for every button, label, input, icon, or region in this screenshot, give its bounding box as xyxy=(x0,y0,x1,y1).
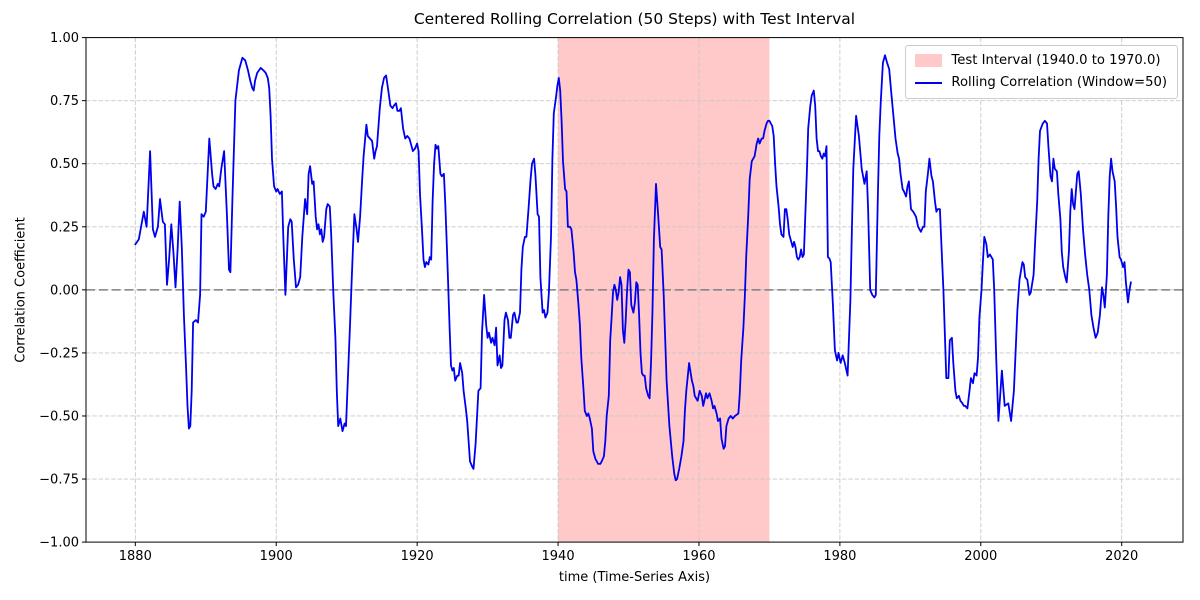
x-tick-label: 1920 xyxy=(401,549,434,564)
y-tick-label: 0.00 xyxy=(50,283,79,298)
y-axis-label: Correlation Coefficient xyxy=(13,217,29,363)
chart-title: Centered Rolling Correlation (50 Steps) … xyxy=(413,10,856,28)
y-tick-label: −1.00 xyxy=(39,536,79,551)
x-tick-label: 1980 xyxy=(823,549,856,564)
legend-item-test-interval: Test Interval (1940.0 to 1970.0) xyxy=(915,53,1167,69)
x-tick-label: 1900 xyxy=(260,549,293,564)
y-tick-label: 0.50 xyxy=(50,157,79,172)
y-tick-label: −0.25 xyxy=(39,346,79,361)
x-tick-label: 1940 xyxy=(542,549,575,564)
y-tick-label: −0.75 xyxy=(39,473,79,488)
x-tick-label: 2020 xyxy=(1105,549,1138,564)
x-tick-label: 1960 xyxy=(682,549,715,564)
legend: Test Interval (1940.0 to 1970.0) Rolling… xyxy=(905,45,1178,99)
y-tick-label: 1.00 xyxy=(50,31,79,46)
legend-label-rolling-correlation: Rolling Correlation (Window=50) xyxy=(951,74,1167,90)
rolling-correlation-swatch xyxy=(915,81,943,84)
y-tick-label: 0.75 xyxy=(50,94,79,109)
legend-label-test-interval: Test Interval (1940.0 to 1970.0) xyxy=(951,53,1161,68)
x-axis-label: time (Time-Series Axis) xyxy=(558,570,711,585)
x-tick-label: 1880 xyxy=(119,549,152,564)
x-tick-label: 2000 xyxy=(964,549,997,564)
rolling-correlation-line xyxy=(134,54,1132,482)
y-tick-label: −0.50 xyxy=(39,409,79,424)
y-tick-label: 0.25 xyxy=(50,220,79,235)
legend-item-rolling-correlation: Rolling Correlation (Window=50) xyxy=(915,75,1167,91)
test-interval-swatch xyxy=(915,54,943,68)
